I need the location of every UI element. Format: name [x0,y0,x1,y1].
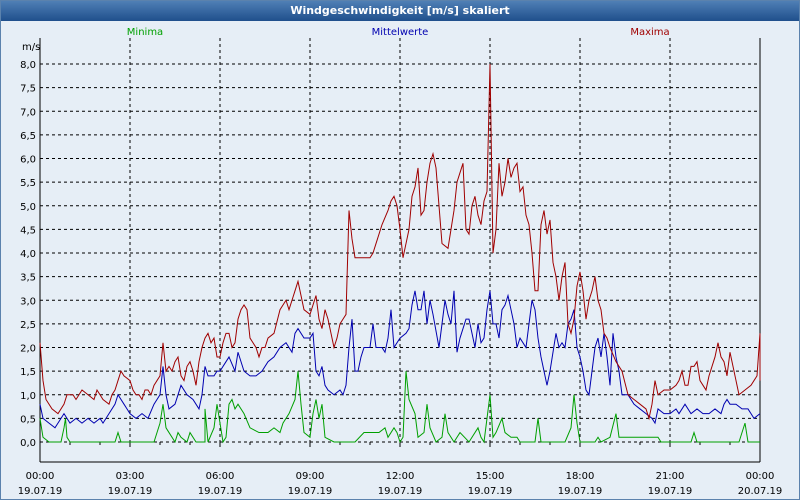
x-tick-date-label: 20.07.19 [738,486,783,497]
y-tick-label: 3,5 [20,273,36,284]
x-tick-time-label: 09:00 [296,471,325,482]
y-tick-label: 1,0 [20,391,36,402]
x-tick-date-label: 19.07.19 [108,486,153,497]
y-tick-label: 2,0 [20,344,36,355]
y-tick-label: 7,5 [20,84,36,95]
x-tick-date-label: 19.07.19 [198,486,243,497]
y-tick-label: 7,0 [20,107,36,118]
series-line-minima [39,371,760,444]
y-axis-unit-label: m/s [22,42,40,53]
series-line-maxima [39,63,761,421]
legend-item-mittelwerte: Mittelwerte [372,27,429,38]
x-tick-time-label: 00:00 [26,471,55,482]
y-tick-label: 6,0 [20,155,36,166]
y-tick-label: 5,0 [20,202,36,213]
x-tick-date-label: 19.07.19 [558,486,603,497]
x-tick-time-label: 15:00 [476,471,505,482]
series-group [39,63,761,444]
tick-labels: 0,0 0,5 1,0 1,5 2,0 2,5 3,0 3,5 4,0 4,5 5,0 5,5 6,0 6… [18,42,783,497]
y-tick-label: 0,5 [20,414,36,425]
legend: Minima Mittelwerte Maxima [127,27,670,38]
x-tick-time-label: 18:00 [566,471,595,482]
y-tick-label: 3,0 [20,296,36,307]
x-tick-time-label: 06:00 [206,471,235,482]
axes [39,38,761,463]
y-tick-label: 0,0 [20,438,36,449]
x-tick-time-label: 12:00 [386,471,415,482]
series-line-mittelwerte [39,290,761,429]
x-tick-time-label: 03:00 [116,471,145,482]
y-tick-label: 4,5 [20,225,36,236]
legend-item-maxima: Maxima [630,27,669,38]
x-tick-date-label: 19.07.19 [378,486,423,497]
y-tick-label: 6,5 [20,131,36,142]
y-tick-label: 1,5 [20,367,36,378]
x-tick-time-label: 00:00 [746,471,775,482]
window-title: Windgeschwindigkeit [m/s] skaliert [1,1,799,21]
x-tick-date-label: 19.07.19 [18,486,63,497]
x-tick-date-label: 19.07.19 [288,486,333,497]
y-tick-label: 8,0 [20,60,36,71]
y-tick-label: 2,5 [20,320,36,331]
x-tick-date-label: 19.07.19 [468,486,513,497]
x-tick-date-label: 19.07.19 [648,486,693,497]
legend-item-minima: Minima [127,27,163,38]
y-tick-label: 4,0 [20,249,36,260]
x-tick-time-label: 21:00 [656,471,685,482]
y-tick-label: 5,5 [20,178,36,189]
